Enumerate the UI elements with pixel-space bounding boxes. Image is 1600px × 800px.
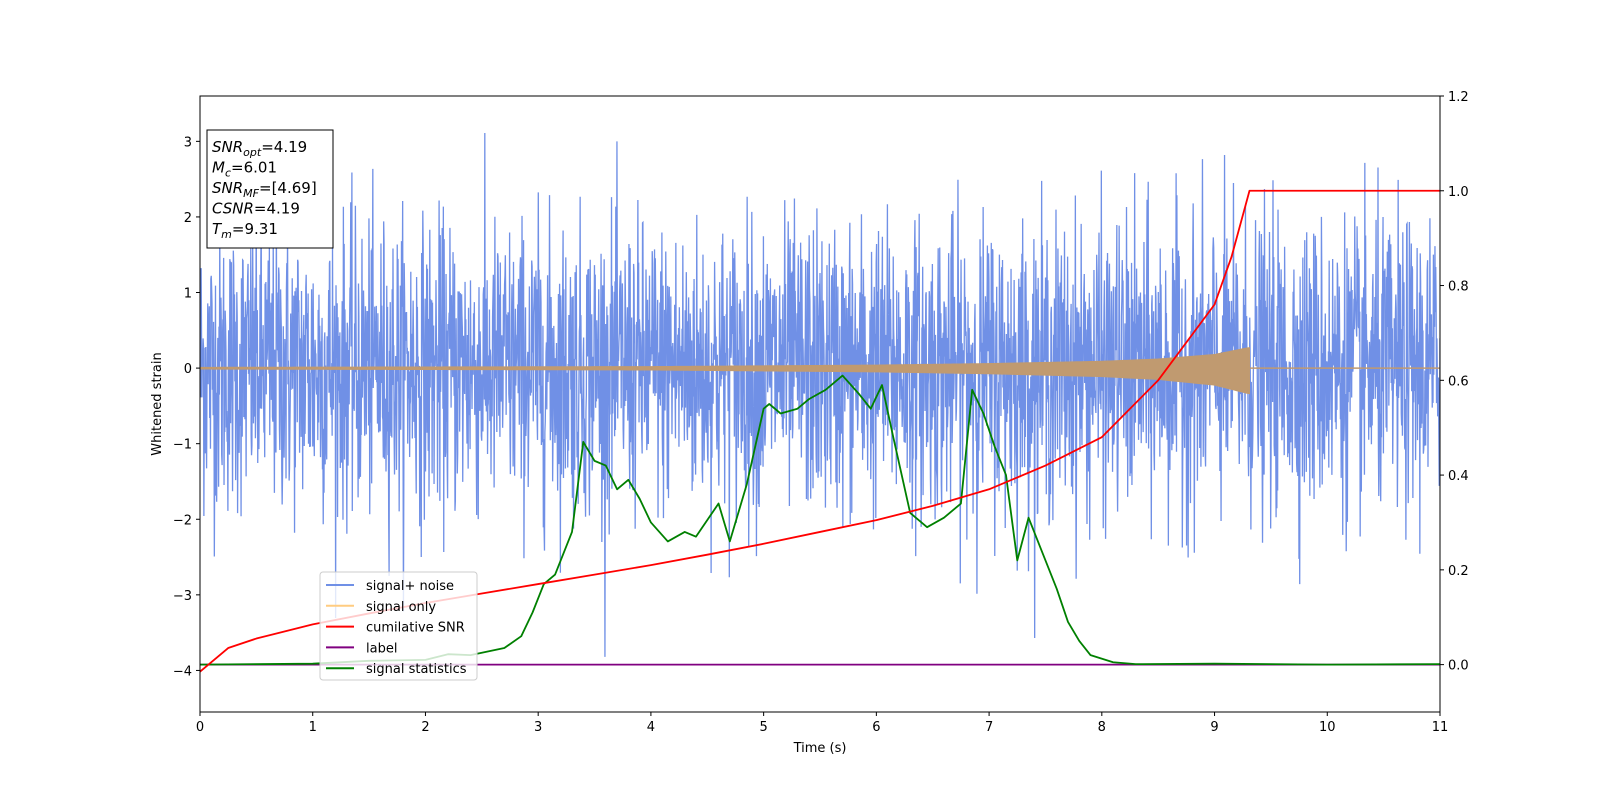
legend-label: signal only	[366, 600, 436, 615]
x-tick-label: 10	[1319, 720, 1336, 735]
x-tick-label: 9	[1210, 720, 1218, 735]
series-signal-only	[200, 347, 1250, 395]
info-box-line: SNRMF=[4.69]	[212, 179, 317, 200]
y-right-tick-label: 0.8	[1448, 280, 1469, 295]
x-tick-label: 5	[759, 720, 767, 735]
y-left-tick-label: −2	[173, 513, 192, 528]
x-tick-label: 0	[196, 720, 204, 735]
x-tick-label: 4	[647, 720, 655, 735]
y-left-tick-label: 0	[184, 362, 192, 377]
x-axis-label: Time (s)	[793, 741, 847, 756]
x-tick-label: 11	[1432, 720, 1449, 735]
y-right-tick-label: 0.2	[1448, 564, 1469, 579]
y-left-tick-label: −4	[173, 664, 192, 679]
info-box-line: SNRopt=4.19	[212, 138, 307, 159]
y-right-tick-label: 0.6	[1448, 374, 1469, 389]
series-signal-noise	[200, 132, 1440, 657]
info-box-line: Mc=6.01	[212, 159, 277, 180]
y-left-tick-label: 2	[184, 211, 192, 226]
x-tick-label: 2	[421, 720, 429, 735]
y-left-tick-label: 3	[184, 135, 192, 150]
y-left-tick-label: 1	[184, 287, 192, 302]
y-left-tick-label: −1	[173, 438, 192, 453]
y-right-tick-label: 0.0	[1448, 659, 1469, 674]
ticks: 0 1 2 3 4 5 6 7 8 9 10 11 −4 −3 −2 −1 0 1 2 3 0.0 0.2 0.4 0.6 0.…	[173, 90, 1469, 735]
y-left-tick-label: −3	[173, 589, 192, 604]
legend-label: signal+ noise	[366, 579, 454, 594]
y-right-tick-label: 1.0	[1448, 185, 1469, 200]
legend: signal+ noise signal only cumilative SNR la…	[319, 571, 478, 681]
x-tick-label: 6	[872, 720, 880, 735]
y-axis-label: Whitened strain	[150, 352, 165, 455]
legend-label: signal statistics	[366, 662, 467, 677]
x-tick-label: 7	[985, 720, 993, 735]
x-tick-label: 3	[534, 720, 542, 735]
info-box-line: Tm=9.31	[212, 220, 278, 241]
info-box-line: CSNR=4.19	[212, 200, 300, 218]
legend-label: label	[366, 641, 397, 656]
info-box-frame	[206, 129, 334, 249]
y-right-tick-label: 0.4	[1448, 469, 1469, 484]
x-tick-label: 8	[1098, 720, 1106, 735]
legend-frame	[319, 571, 478, 681]
y-right-tick-label: 1.2	[1448, 90, 1469, 105]
x-tick-label: 1	[309, 720, 317, 735]
legend-label: cumilative SNR	[366, 621, 465, 636]
axes-frame	[199, 95, 1441, 713]
